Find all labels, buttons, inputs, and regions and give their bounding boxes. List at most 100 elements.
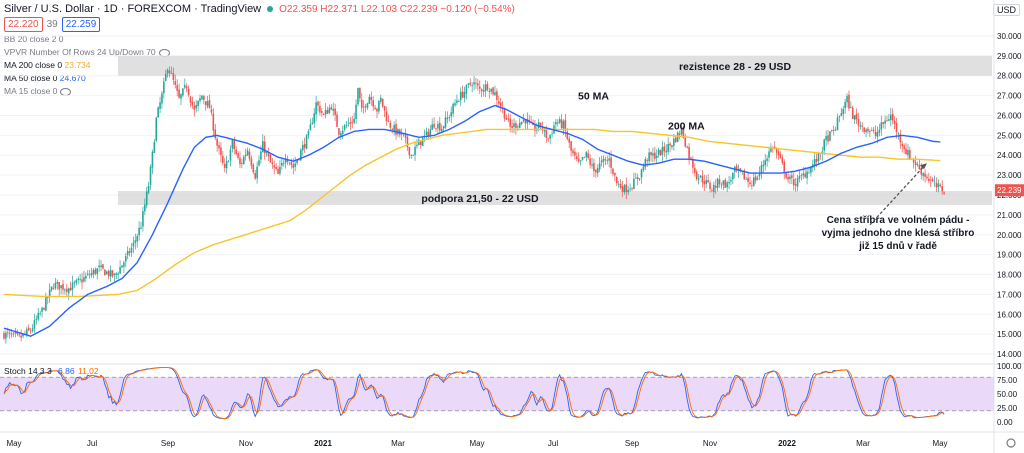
candle [163, 81, 165, 94]
candle [212, 113, 215, 131]
candle [193, 105, 196, 110]
candle [214, 129, 217, 139]
candle [482, 90, 485, 92]
candle [157, 107, 159, 118]
candle [338, 128, 340, 135]
candle [524, 120, 527, 124]
candle [222, 155, 224, 163]
candle [659, 149, 662, 156]
candle [3, 332, 5, 339]
candle [939, 184, 942, 186]
candle [429, 129, 432, 136]
candle [749, 182, 751, 185]
candle [547, 138, 550, 140]
candle [90, 272, 93, 276]
indicator-ma50[interactable]: MA 50 close 0 24.670 [4, 73, 86, 83]
candle [543, 128, 546, 132]
candle [277, 168, 279, 174]
indicator-bb[interactable]: BB 20 close 2 0 [4, 34, 64, 44]
candle [785, 173, 787, 178]
candle [45, 297, 47, 311]
candle [792, 179, 795, 186]
candle [556, 122, 559, 124]
candle [817, 152, 820, 161]
buy-button[interactable]: 22.259 [61, 17, 101, 32]
candle [71, 282, 74, 290]
candle [831, 130, 833, 131]
sell-button[interactable]: 22.220 [4, 17, 43, 32]
candle [598, 163, 601, 170]
candle [406, 136, 409, 148]
candle [121, 265, 123, 268]
candle [815, 158, 818, 162]
stoch-d-value: 11.02 [78, 366, 99, 376]
candle [754, 176, 757, 181]
candle [735, 165, 738, 171]
candle [928, 178, 930, 181]
candle [509, 118, 512, 127]
candle [810, 166, 812, 173]
candle [878, 129, 881, 133]
candle [279, 166, 281, 174]
candle [18, 334, 21, 336]
candle [591, 164, 593, 166]
candle [655, 155, 658, 158]
candle [176, 85, 178, 91]
candle [537, 122, 540, 129]
spread-value: 39 [46, 19, 58, 30]
last-price-badge [995, 184, 1024, 197]
candle [387, 120, 390, 122]
price-tick: 16.000 [997, 310, 1022, 319]
candle [568, 138, 570, 143]
candle [851, 107, 854, 119]
candle [633, 178, 635, 190]
candle [178, 89, 180, 98]
time-tick: Mar [856, 439, 870, 448]
candle [290, 162, 293, 165]
candle [282, 162, 285, 164]
candle [669, 143, 671, 146]
candle [720, 184, 723, 186]
candle [853, 115, 856, 120]
candle [610, 157, 612, 168]
candle [376, 108, 378, 112]
candle [81, 279, 83, 283]
candle [111, 270, 114, 277]
candle [83, 277, 85, 282]
candle [834, 129, 837, 131]
stoch-band [0, 377, 994, 411]
candle [22, 333, 24, 337]
price-tick: 21.000 [997, 211, 1022, 220]
indicator-ma200[interactable]: MA 200 close 0 23.734 [4, 60, 91, 70]
candle [768, 151, 770, 158]
candle [446, 117, 449, 120]
candle [600, 160, 603, 163]
candle [692, 158, 694, 168]
candle [48, 289, 51, 297]
annotation-text: Cena stříbra ve volném pádu - [827, 215, 970, 226]
candle [130, 247, 133, 253]
last-price-label: 22.239 [997, 186, 1022, 195]
candle [648, 152, 650, 162]
zone-support [118, 191, 992, 205]
candle [29, 330, 32, 332]
candle [300, 149, 302, 161]
candle [149, 166, 152, 186]
candle [370, 97, 373, 100]
price-tick: 14.000 [997, 350, 1022, 359]
stoch-tick: 25.00 [997, 404, 1018, 413]
candle [770, 147, 772, 152]
candle [505, 117, 508, 120]
symbol-title[interactable]: Silver / U.S. Dollar · 1D · FOREXCOM · T… [4, 3, 262, 15]
currency-button[interactable]: USD [992, 4, 1020, 16]
settings-icon [1006, 438, 1016, 448]
candle [64, 289, 66, 291]
candle [52, 287, 55, 289]
stoch-k-value: 6.86 [58, 366, 75, 376]
candle [294, 163, 296, 167]
price-tick: 29.000 [997, 52, 1022, 61]
candle [469, 82, 472, 85]
annotation-text: již 15 dnů v řadě [858, 240, 937, 252]
price-tick: 20.000 [997, 231, 1022, 240]
